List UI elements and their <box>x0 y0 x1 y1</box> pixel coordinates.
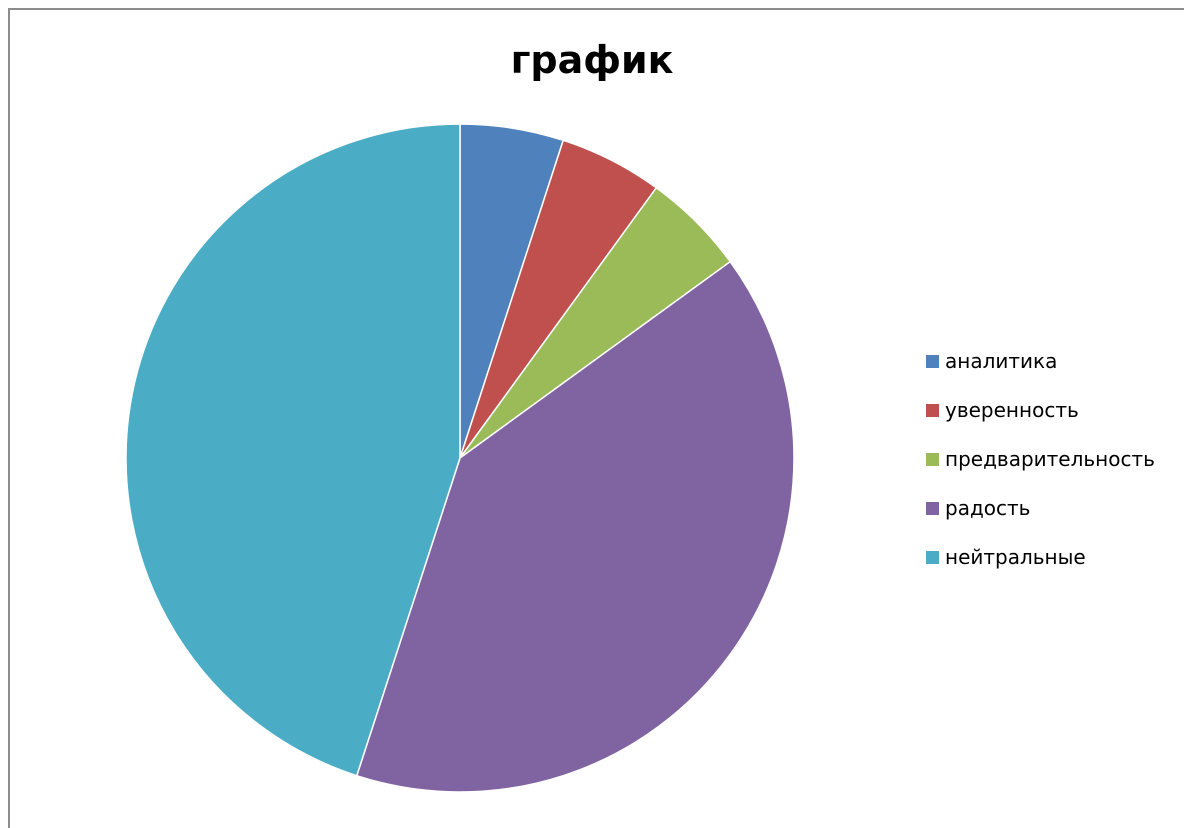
legend: аналитика уверенность предварительность рад… <box>926 346 1155 591</box>
legend-label: аналитика <box>945 349 1058 373</box>
legend-swatch <box>926 403 939 417</box>
pie-slice-5 <box>125 123 461 777</box>
legend-item: радость <box>926 493 1155 523</box>
legend-label: уверенность <box>945 398 1079 422</box>
legend-swatch <box>926 501 939 515</box>
legend-label: нейтральные <box>945 545 1086 569</box>
legend-item: нейтральные <box>926 542 1155 572</box>
legend-item: аналитика <box>926 346 1155 376</box>
legend-label: предварительность <box>945 447 1155 471</box>
pie-slice-4 <box>355 260 795 793</box>
legend-swatch <box>926 452 939 466</box>
legend-swatch <box>926 354 939 368</box>
legend-item: уверенность <box>926 395 1155 425</box>
legend-swatch <box>926 550 939 564</box>
legend-item: предварительность <box>926 444 1155 474</box>
chart-title: график <box>510 38 674 82</box>
legend-label: радость <box>945 496 1031 520</box>
